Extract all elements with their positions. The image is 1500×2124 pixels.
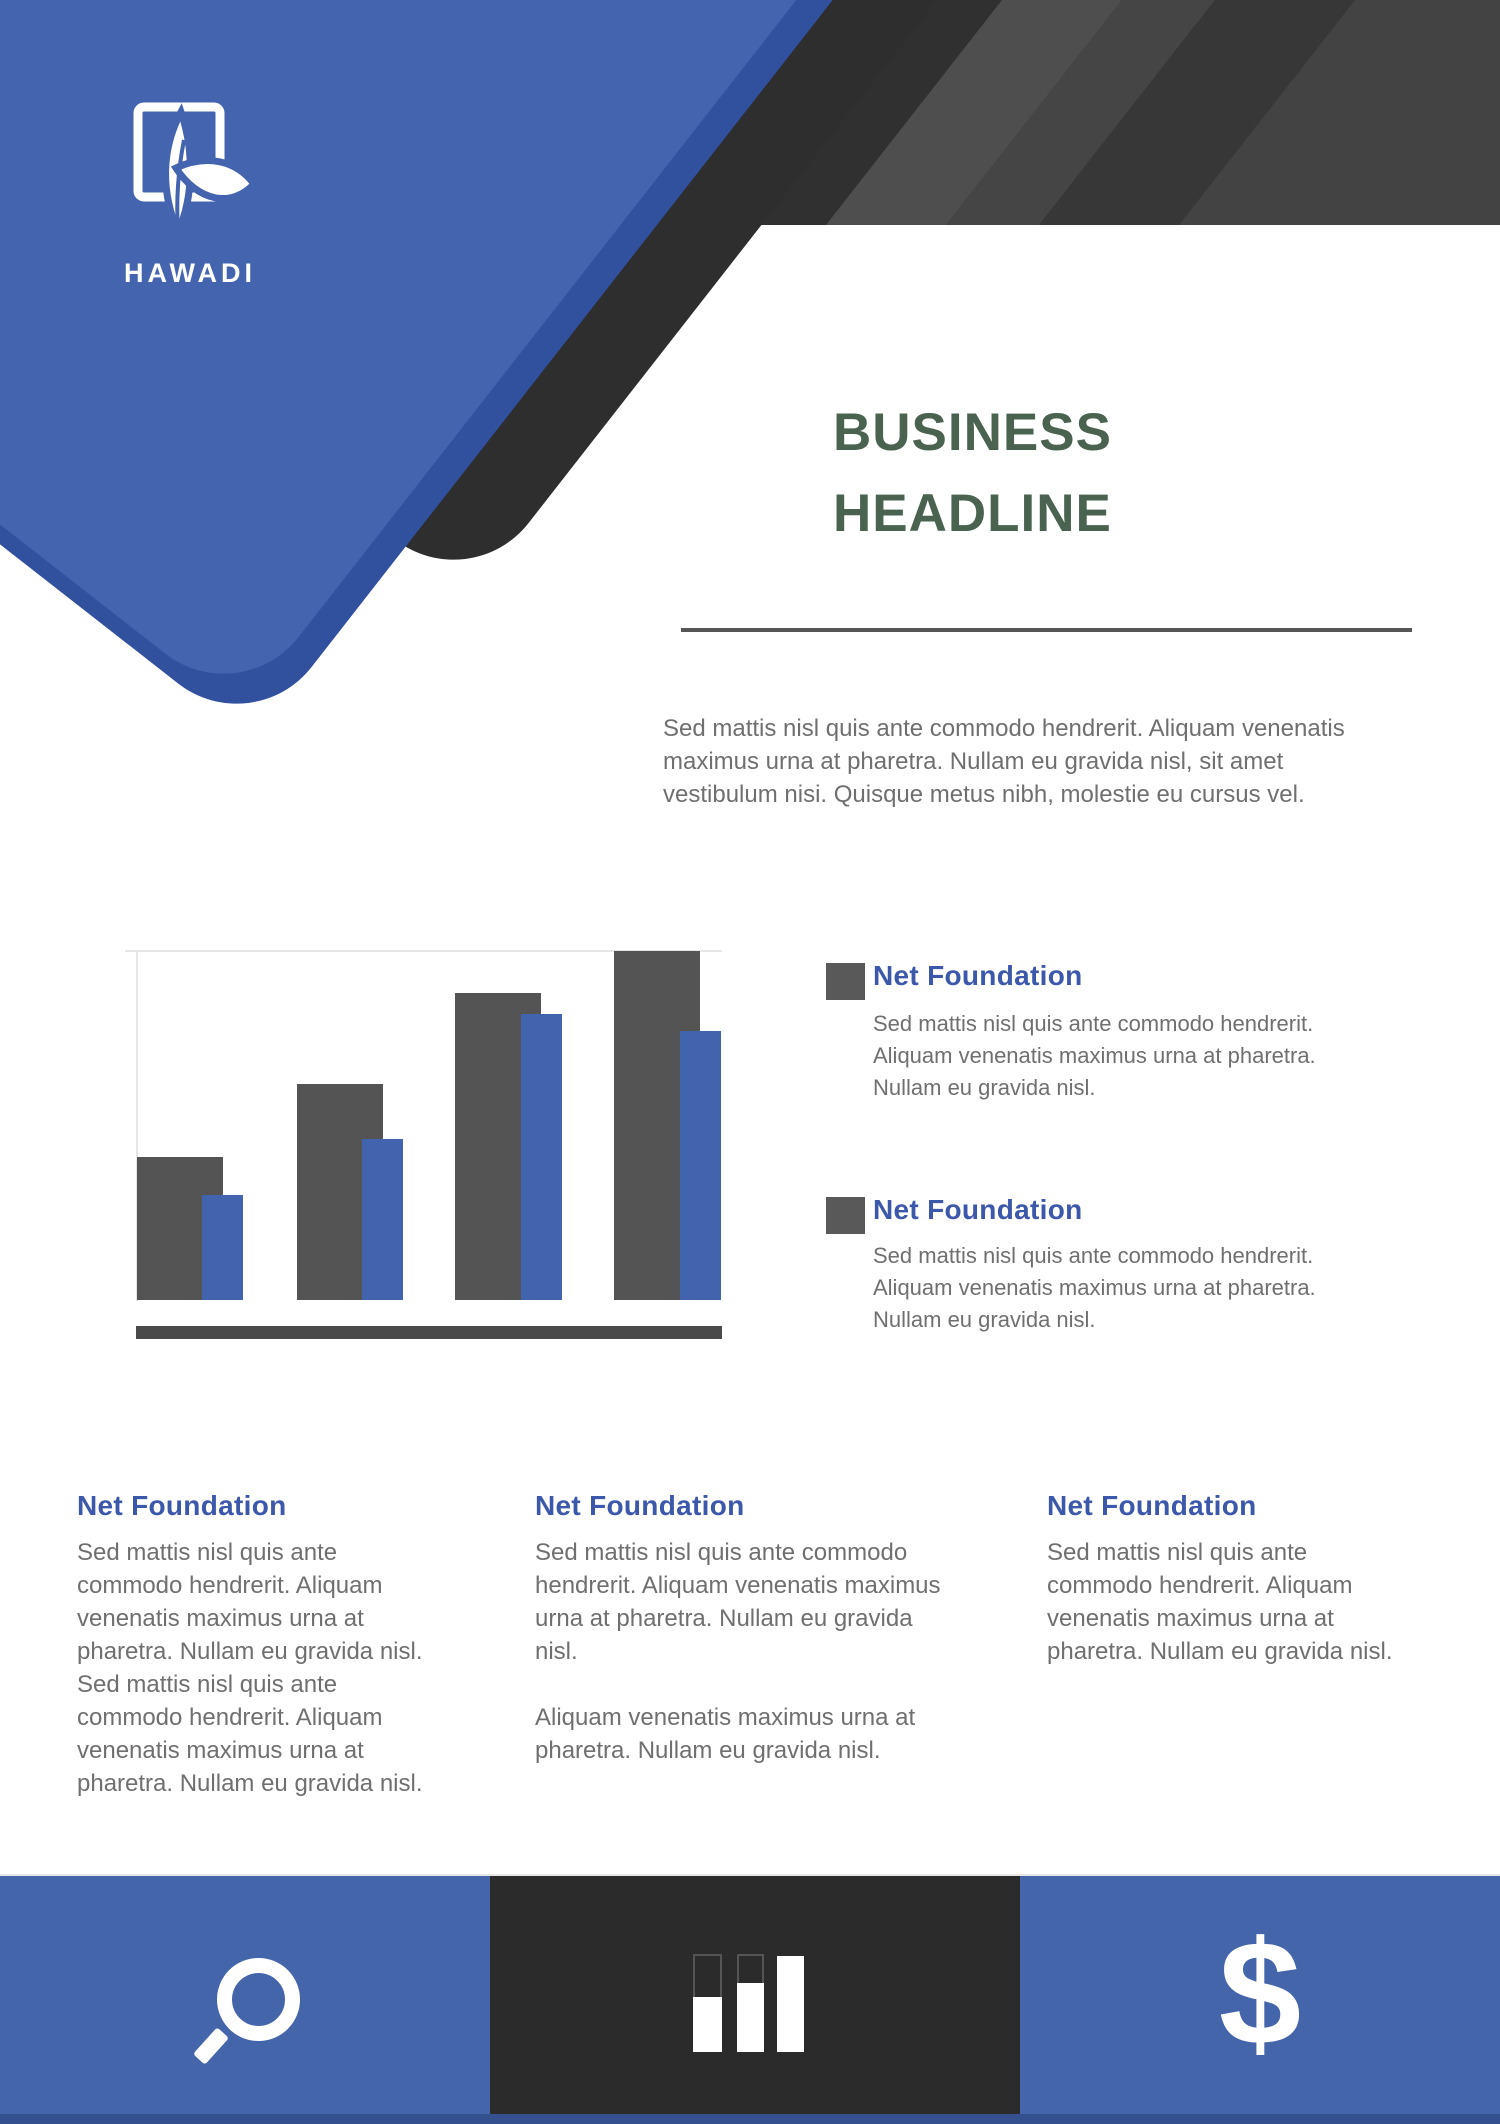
page-title-line2: HEADLINE bbox=[833, 484, 1112, 543]
legend-title: Net Foundation bbox=[873, 1194, 1083, 1225]
legend-body: Sed mattis nisl quis ante commodo hendre… bbox=[873, 1243, 1316, 1332]
blue-corner-shape bbox=[0, 0, 1003, 674]
legend-body: Sed mattis nisl quis ante commodo hendre… bbox=[873, 1011, 1316, 1100]
chart-x-axis-bar bbox=[136, 1326, 722, 1339]
legend-swatch bbox=[826, 963, 865, 1000]
chart-bar-blue bbox=[362, 1139, 403, 1300]
footer-panel-blue-left bbox=[0, 1876, 490, 2114]
bar-ghost bbox=[737, 1954, 764, 1986]
legend-title: Net Foundation bbox=[873, 960, 1083, 991]
intro-paragraph: Sed mattis nisl quis ante commodo hendre… bbox=[663, 715, 1345, 808]
bar bbox=[693, 1997, 722, 2052]
text-column: Net Foundation Sed mattis nisl quis ante… bbox=[535, 1490, 985, 1767]
page-title: BUSINESS HEADLINE bbox=[833, 392, 1393, 554]
logo-text: HAWADI bbox=[124, 258, 256, 288]
footer-bottom-strip bbox=[0, 2114, 1500, 2124]
footer-panel-blue-right: $ bbox=[1020, 1876, 1500, 2114]
column-body: Sed mattis nisl quis ante commodo hendre… bbox=[77, 1539, 423, 1797]
search-icon bbox=[193, 1958, 300, 2065]
bar bbox=[737, 1983, 764, 2052]
chart-bar-blue bbox=[202, 1195, 243, 1300]
text-column: Net Foundation Sed mattis nisl quis ante… bbox=[77, 1490, 457, 1800]
chart-y-axis bbox=[136, 951, 138, 1301]
diagonal-stripes-banner bbox=[704, 0, 1500, 225]
column-title: Net Foundation bbox=[1047, 1490, 1257, 1521]
column-title: Net Foundation bbox=[77, 1490, 287, 1521]
footer-panel-dark-middle bbox=[490, 1876, 1020, 2114]
bar-chart-icon bbox=[693, 1954, 808, 2054]
chart-bar-blue bbox=[680, 1031, 721, 1300]
logo-icon bbox=[133, 102, 259, 241]
header-decoration bbox=[0, 0, 1500, 704]
column-body: Sed mattis nisl quis ante commodo hendre… bbox=[535, 1539, 941, 1764]
column-body: Sed mattis nisl quis ante commodo hendre… bbox=[1047, 1539, 1393, 1665]
headline-divider bbox=[681, 628, 1412, 632]
page-title-line1: BUSINESS bbox=[833, 403, 1112, 462]
footer: $ bbox=[0, 1874, 1500, 2124]
bar-ghost bbox=[693, 1954, 722, 2000]
search-icon-handle bbox=[193, 2027, 229, 2065]
search-icon-ring bbox=[217, 1958, 300, 2041]
chart-top-gridline bbox=[125, 950, 722, 952]
text-column: Net Foundation Sed mattis nisl quis ante… bbox=[1047, 1490, 1427, 1668]
chart-bar-blue bbox=[521, 1014, 562, 1300]
bar bbox=[777, 1956, 804, 2052]
bar-chart bbox=[125, 935, 737, 1345]
dollar-icon: $ bbox=[1218, 1911, 1302, 2076]
legend-swatch bbox=[826, 1197, 865, 1234]
column-title: Net Foundation bbox=[535, 1490, 745, 1521]
